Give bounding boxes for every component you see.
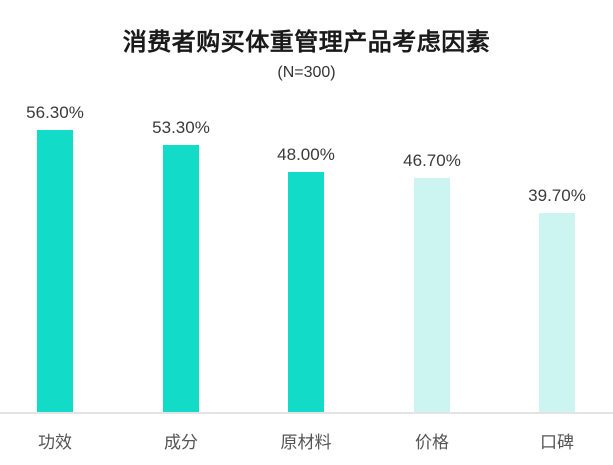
chart-subtitle: (N=300) — [277, 64, 336, 81]
bar — [539, 213, 575, 412]
category-label: 功效 — [38, 433, 72, 453]
chart-title: 消费者购买体重管理产品考虑因素 — [122, 28, 491, 56]
bar — [414, 178, 450, 412]
bar — [37, 130, 73, 412]
bar-value-label: 56.30% — [26, 103, 84, 122]
bar-value-label: 48.00% — [277, 145, 335, 164]
category-label: 成分 — [164, 433, 198, 453]
bar-value-label: 53.30% — [152, 118, 210, 137]
bar — [288, 172, 324, 412]
bar-value-label: 39.70% — [528, 186, 586, 205]
category-label: 口碑 — [540, 433, 574, 453]
bar — [163, 145, 199, 412]
category-label: 原材料 — [280, 433, 332, 453]
category-label: 价格 — [415, 433, 449, 453]
bar-value-label: 46.70% — [403, 151, 461, 170]
x-axis-line — [0, 412, 613, 414]
